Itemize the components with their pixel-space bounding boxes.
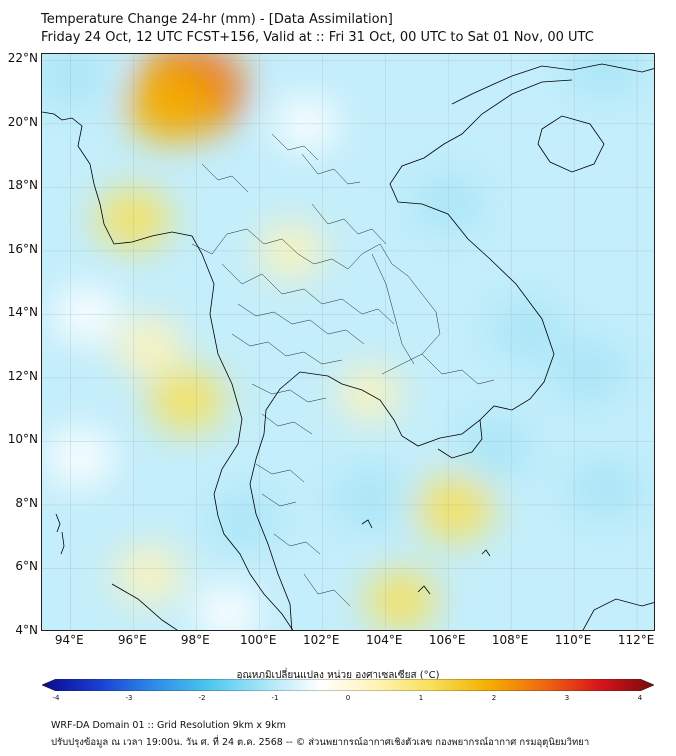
anomaly-blob <box>127 67 216 143</box>
lat-label: 16°N <box>7 241 38 256</box>
lat-label: 12°N <box>7 368 38 383</box>
lon-label: 108°E <box>491 633 529 647</box>
colorbar-title: อุณหภูมิเปลี่ยนแปลง หน่วย องศาเซลเซียส (… <box>236 670 440 681</box>
coastline-china <box>451 63 654 105</box>
coastline-myanmar <box>42 111 243 517</box>
lon-label: 100°E <box>240 633 277 647</box>
anomaly-blob <box>550 338 630 405</box>
coastline-andaman <box>55 513 65 555</box>
map-panel <box>41 53 655 631</box>
coastline-sumatra <box>111 583 178 630</box>
colorbar-bar <box>42 679 654 691</box>
coastline-peninsula-east <box>249 79 573 630</box>
coastline-peninsula-west <box>217 515 294 630</box>
anomaly-blob <box>458 416 533 480</box>
colorbar <box>42 679 654 691</box>
colorbar-tick-label: -2 <box>198 694 206 702</box>
colorbar-tick-label: -1 <box>271 694 279 702</box>
anomaly-blob <box>365 569 437 630</box>
lon-label: 96°E <box>117 633 147 647</box>
anomaly-blob <box>488 297 565 363</box>
lon-label: 106°E <box>428 633 466 647</box>
map-subtitle: Friday 24 Oct, 12 UTC FCST+156, Valid at… <box>41 30 594 45</box>
colorbar-tick-label: 0 <box>345 694 351 702</box>
coastlines <box>42 63 654 630</box>
anomaly-blob <box>567 54 644 99</box>
coastline-borneo <box>582 598 654 630</box>
admin-boundaries <box>191 133 495 607</box>
graticule <box>42 54 654 630</box>
coastline-hainan <box>537 115 605 173</box>
coastline-mekong-delta <box>437 419 483 459</box>
anomaly-blob <box>45 428 115 487</box>
lat-label: 20°N <box>7 114 38 129</box>
lon-label: 94°E <box>54 633 84 647</box>
lat-label: 4°N <box>15 623 38 637</box>
lat-label: 18°N <box>7 178 38 193</box>
colorbar-tick-label: 1 <box>418 694 424 702</box>
lat-label: 8°N <box>15 495 38 510</box>
lat-label: 6°N <box>15 559 38 574</box>
colorbar-tick-label: 3 <box>564 694 570 702</box>
lon-label: 110°E <box>554 633 592 647</box>
coastline-islands <box>361 519 491 595</box>
map-svg <box>42 54 654 630</box>
colorbar-tick-label: 4 <box>637 694 643 702</box>
lat-label: 10°N <box>7 432 38 447</box>
lat-label: 22°N <box>7 51 38 66</box>
anomaly-blob <box>207 490 280 552</box>
map-title: Temperature Change 24-hr (mm) - [Data As… <box>41 12 393 27</box>
footer-update-info: ปรับปรุงข้อมูล ณ เวลา 19:00น. วัน ศ. ที่… <box>51 737 590 748</box>
colorbar-tick-label: 2 <box>491 694 497 702</box>
lat-label: 14°N <box>7 305 38 320</box>
anomaly-blob <box>415 474 494 542</box>
lon-label: 102°E <box>302 633 340 647</box>
anomaly-blob <box>114 316 184 376</box>
anomaly-blob <box>148 367 225 433</box>
footer-domain-info: WRF-DA Domain 01 :: Grid Resolution 9km … <box>51 720 286 731</box>
lon-label: 98°E <box>180 633 210 647</box>
colorbar-tick-label: -3 <box>125 694 133 702</box>
anomaly-blob <box>114 545 184 605</box>
anomaly-blob <box>42 54 108 108</box>
anomaly-blob <box>194 584 261 630</box>
temperature-field <box>42 54 644 630</box>
anomaly-blob <box>567 456 644 522</box>
lon-label: 104°E <box>365 633 403 647</box>
colorbar-tick-label: -4 <box>52 694 60 702</box>
anomaly-blob <box>331 466 408 531</box>
lon-label: 112°E <box>617 633 655 647</box>
